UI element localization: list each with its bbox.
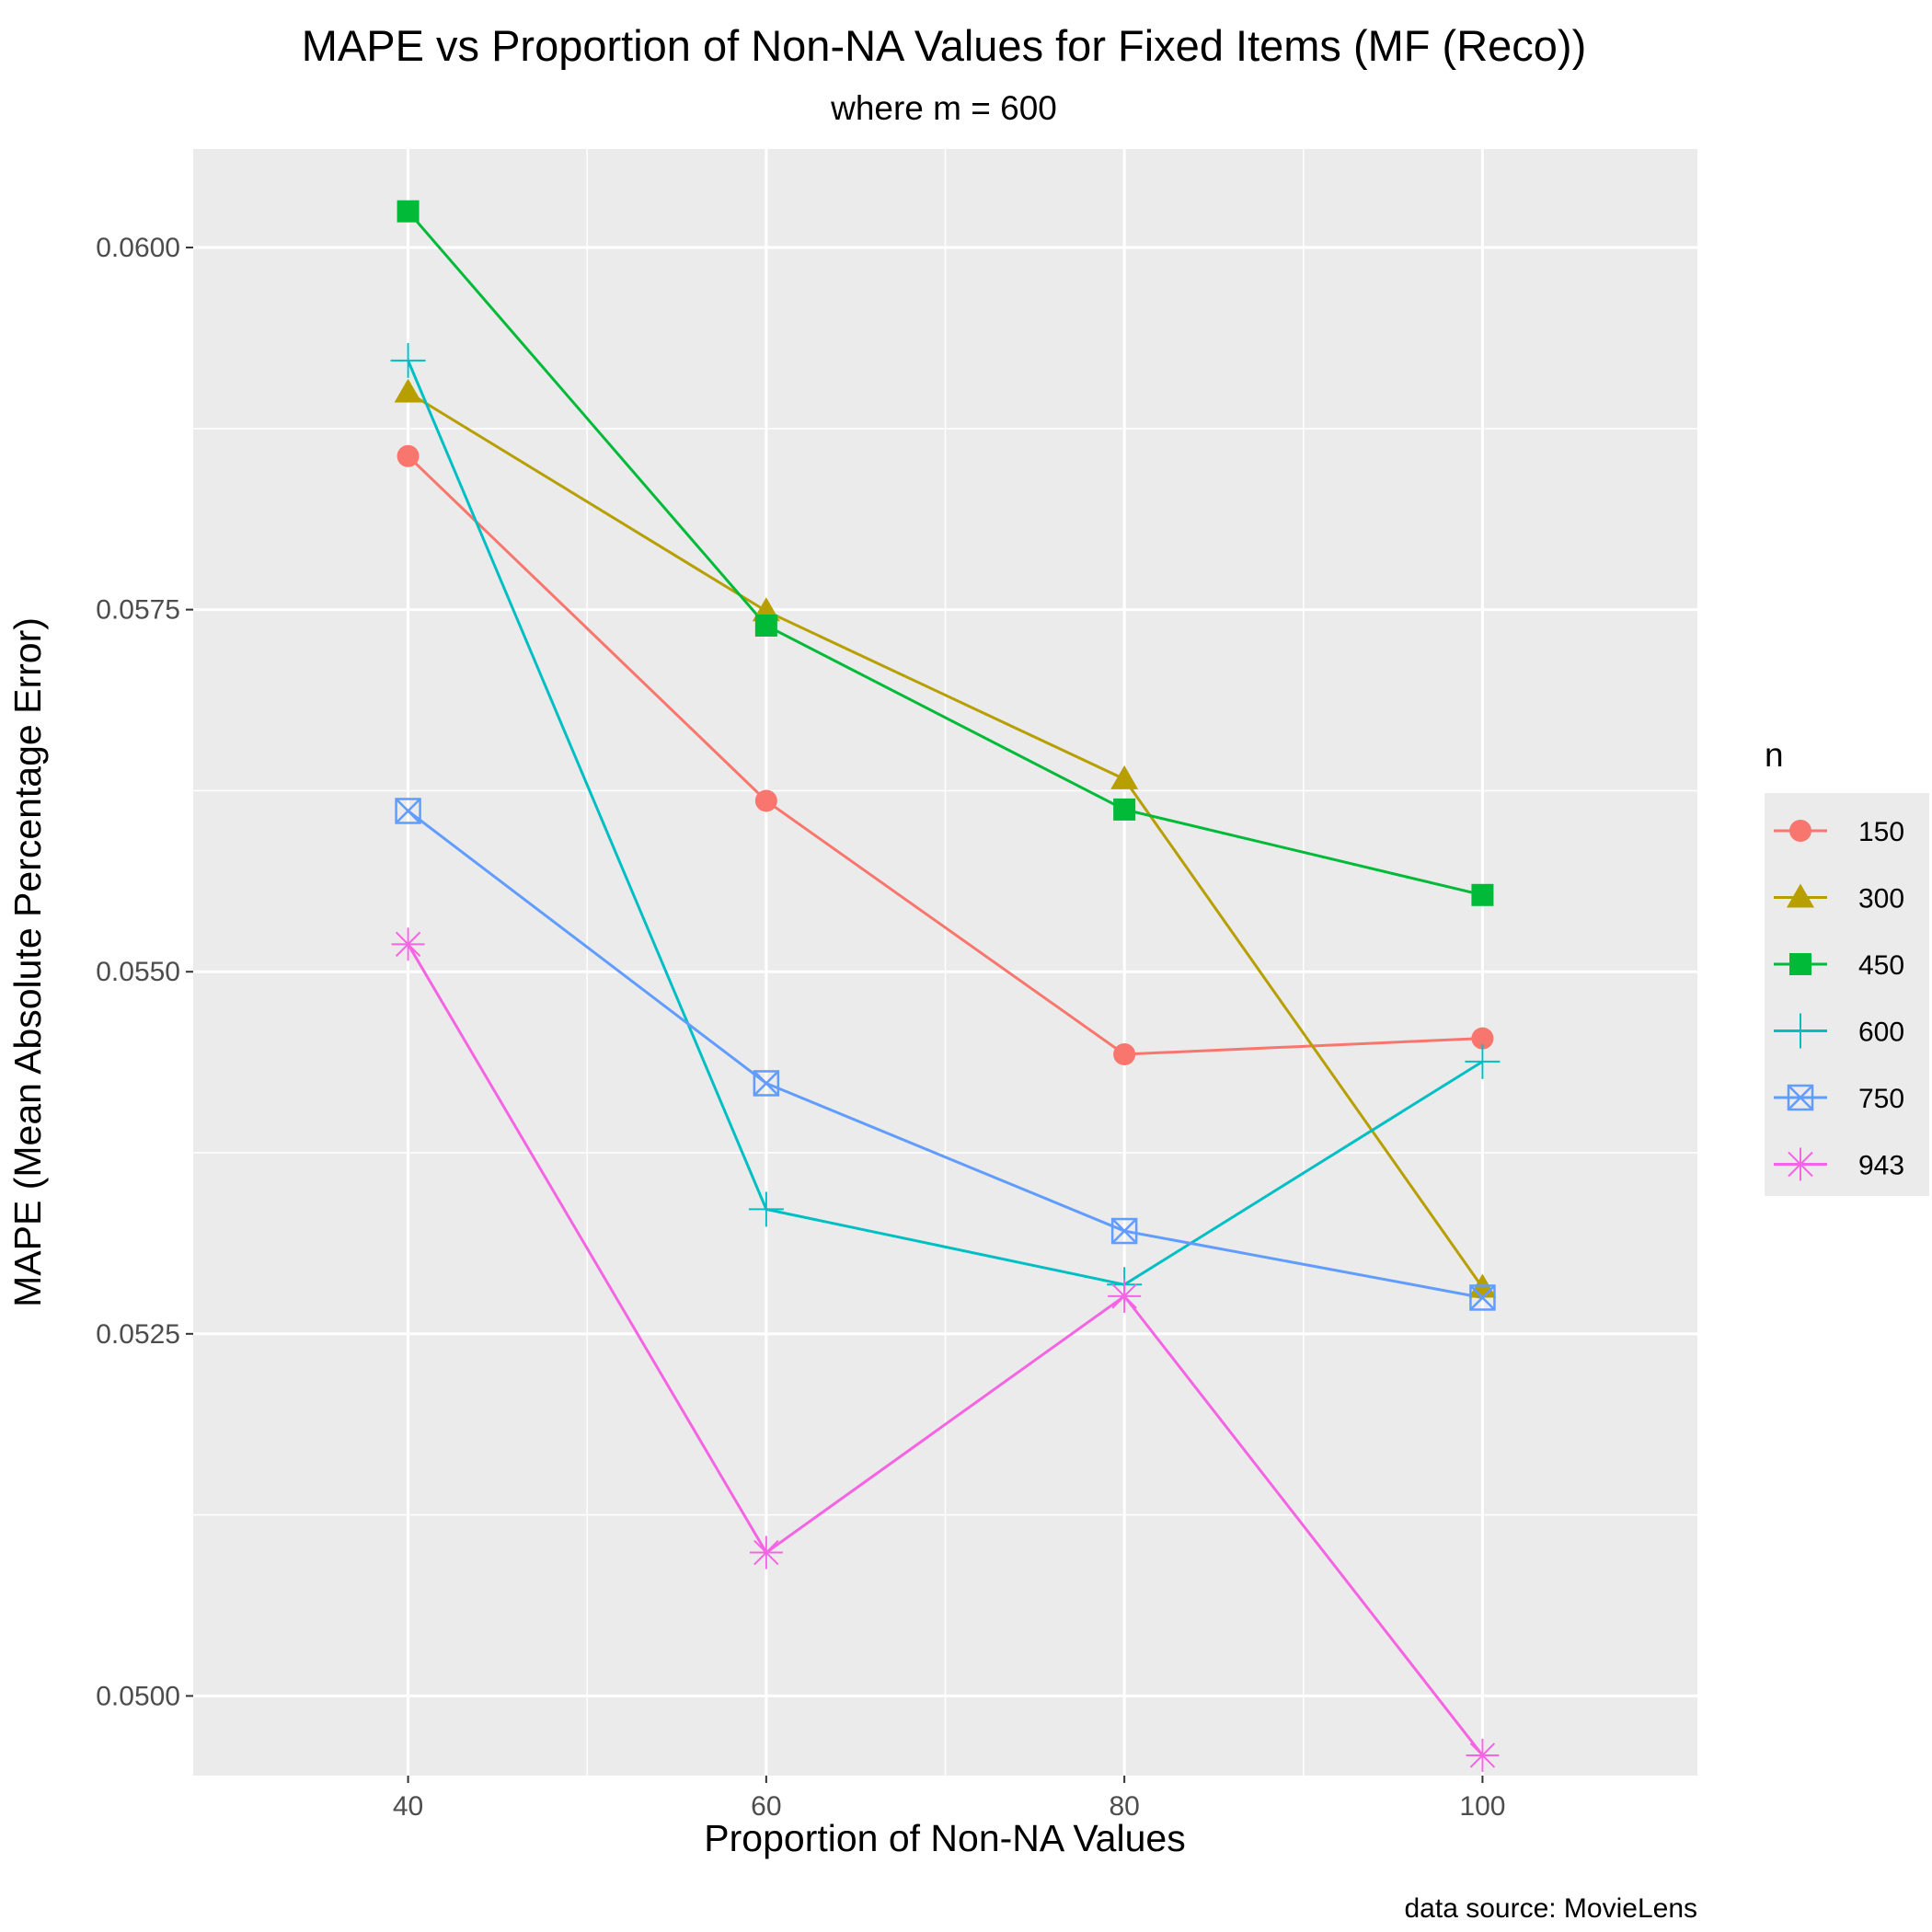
data-point-450 <box>1471 883 1494 906</box>
y-axis-title: MAPE (Mean Absolute Percentage Error) <box>6 617 49 1307</box>
data-point-450 <box>754 614 777 637</box>
y-tick-label: 0.0600 <box>96 233 180 263</box>
data-point-150 <box>1471 1027 1494 1050</box>
legend-marker-600 <box>1783 1013 1818 1049</box>
legend-marker-450 <box>1789 953 1811 975</box>
series-line-300 <box>407 391 1484 1289</box>
y-tick-label: 0.0575 <box>96 595 180 626</box>
series-line-450 <box>407 210 1483 897</box>
chart-title: MAPE vs Proportion of Non-NA Values for … <box>302 21 1586 70</box>
x-tick-label: 100 <box>1459 1791 1505 1822</box>
y-tick-label: 0.0550 <box>96 957 180 987</box>
series-line-150 <box>407 454 1483 1056</box>
series-points <box>390 200 1501 1772</box>
data-point-600 <box>748 1191 784 1227</box>
x-tick-label: 60 <box>751 1791 781 1822</box>
legend-label-300: 300 <box>1858 884 1904 914</box>
legend-label-750: 750 <box>1858 1084 1904 1114</box>
legend-label-450: 450 <box>1858 950 1904 981</box>
grid-minor <box>193 149 1697 1776</box>
series-line-600 <box>407 360 1484 1286</box>
legend-marker-150 <box>1789 820 1811 842</box>
legend-label-943: 943 <box>1858 1151 1904 1181</box>
data-point-750 <box>395 798 421 824</box>
y-axis-ticks: 0.0500 0.0525 0.0550 0.0575 0.0600 <box>96 233 193 1711</box>
data-point-600 <box>390 342 426 378</box>
data-point-300 <box>1110 765 1139 789</box>
data-point-943 <box>391 927 425 961</box>
series-line-943 <box>407 943 1484 1756</box>
legend-label-600: 600 <box>1858 1018 1904 1048</box>
x-axis-ticks: 40 60 80 100 <box>393 1776 1505 1822</box>
x-tick-label: 40 <box>393 1791 423 1822</box>
data-point-150 <box>1113 1042 1136 1065</box>
data-point-150 <box>754 789 777 812</box>
data-point-600 <box>1465 1043 1501 1079</box>
legend-key-background <box>1765 793 1929 1196</box>
x-tick-label: 80 <box>1109 1791 1139 1822</box>
series-line-750 <box>407 810 1483 1299</box>
data-point-750 <box>1469 1284 1496 1311</box>
legend: n 150 300 450 600 750 943 <box>1765 736 1929 1196</box>
grid-major <box>193 149 1697 1776</box>
legend-marker-750 <box>1787 1084 1814 1111</box>
y-tick-label: 0.0525 <box>96 1319 180 1350</box>
data-point-943 <box>1108 1279 1142 1313</box>
caption: data source: MovieLens <box>1404 1893 1697 1924</box>
data-point-150 <box>397 444 420 467</box>
series-lines <box>407 210 1484 1756</box>
data-point-450 <box>397 200 420 223</box>
legend-title: n <box>1765 736 1784 774</box>
chart-subtitle: where m = 600 <box>830 89 1057 127</box>
data-point-943 <box>1466 1738 1500 1772</box>
legend-items: 150 300 450 600 750 943 <box>1774 817 1904 1181</box>
legend-label-150: 150 <box>1858 817 1904 847</box>
legend-marker-943 <box>1784 1147 1817 1181</box>
x-axis-title: Proportion of Non-NA Values <box>704 1817 1185 1859</box>
data-point-300 <box>394 378 422 403</box>
y-tick-label: 0.0500 <box>96 1681 180 1711</box>
legend-marker-300 <box>1787 883 1814 908</box>
data-point-943 <box>749 1535 783 1570</box>
data-point-750 <box>753 1070 780 1097</box>
data-point-750 <box>1110 1217 1138 1245</box>
data-point-450 <box>1113 798 1136 821</box>
